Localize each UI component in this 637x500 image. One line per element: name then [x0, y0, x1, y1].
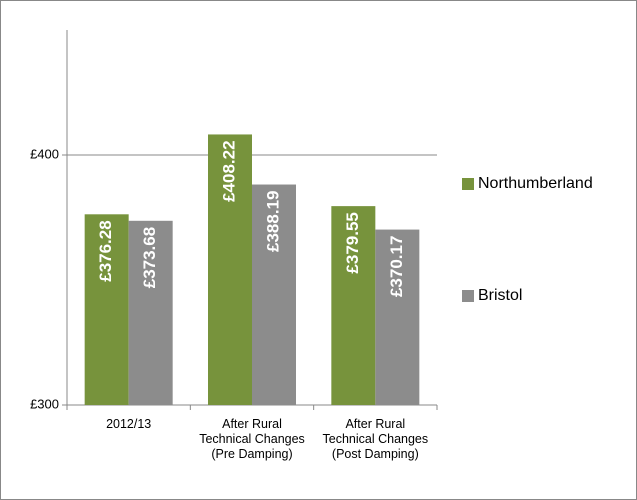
x-tick-label: 2012/13 — [106, 417, 152, 431]
bar — [208, 134, 252, 405]
bar — [252, 184, 296, 405]
y-tick-label: £400 — [30, 146, 59, 161]
data-label: £408.22 — [219, 140, 238, 201]
data-label: £379.55 — [343, 212, 362, 273]
x-tick-label: After Rural Technical Changes (Pre Dampi… — [199, 417, 305, 461]
bar — [128, 220, 173, 405]
bar — [375, 229, 420, 405]
legend-swatch — [462, 178, 474, 190]
legend-label: Northumberland — [478, 175, 593, 192]
y-tick-label: £300 — [30, 396, 59, 411]
data-label: £376.28 — [96, 220, 115, 281]
bar — [84, 214, 129, 405]
legend-swatch — [462, 290, 474, 302]
legend-label: Bristol — [478, 287, 522, 304]
x-tick-label: After Rural Technical Changes (Post Damp… — [322, 417, 429, 461]
data-label: £370.17 — [387, 236, 406, 297]
data-label: £388.19 — [263, 191, 282, 252]
data-label: £373.68 — [140, 227, 159, 288]
bar — [331, 206, 376, 405]
